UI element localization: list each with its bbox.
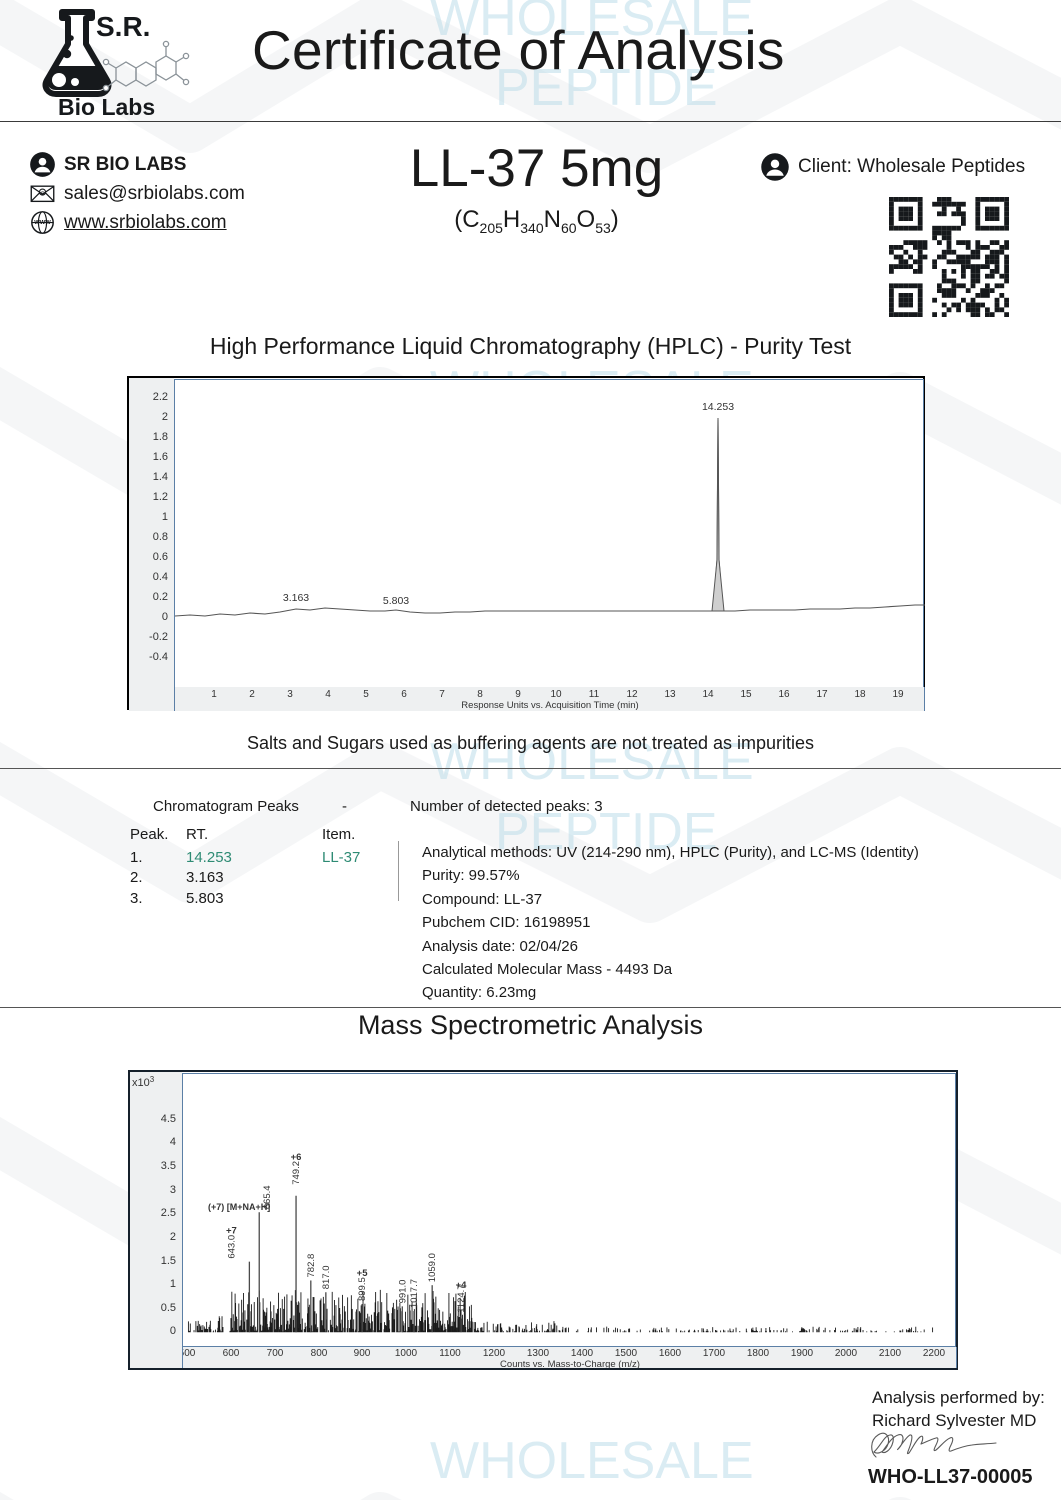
- svg-text:10: 10: [550, 689, 562, 700]
- svg-text:2: 2: [162, 411, 168, 423]
- svg-text:Response Units vs. Acquisition: Response Units vs. Acquisition Time (min…: [461, 700, 638, 710]
- svg-text:2.2: 2.2: [153, 391, 168, 403]
- svg-text:11: 11: [589, 689, 600, 700]
- svg-text:12: 12: [626, 689, 638, 700]
- svg-text:+6: +6: [291, 1152, 302, 1163]
- svg-text:1: 1: [211, 689, 217, 700]
- svg-text:817.0: 817.0: [321, 1265, 332, 1289]
- svg-text:+5: +5: [357, 1268, 369, 1279]
- svg-text:500: 500: [183, 1348, 196, 1359]
- svg-text:19: 19: [892, 689, 904, 700]
- svg-text:1059.0: 1059.0: [427, 1253, 438, 1282]
- svg-text:1: 1: [162, 511, 168, 523]
- svg-text:1: 1: [170, 1278, 176, 1290]
- svg-text:900: 900: [354, 1348, 371, 1359]
- svg-text:1800: 1800: [747, 1348, 770, 1359]
- svg-text:1600: 1600: [659, 1348, 682, 1359]
- svg-text:7: 7: [439, 689, 445, 700]
- svg-text:15: 15: [740, 689, 752, 700]
- svg-text:14: 14: [702, 689, 714, 700]
- svg-text:2100: 2100: [879, 1348, 902, 1359]
- svg-text:16: 16: [778, 689, 790, 700]
- svg-text:1300: 1300: [527, 1348, 550, 1359]
- svg-text:5: 5: [363, 689, 369, 700]
- svg-text:3.5: 3.5: [161, 1160, 176, 1172]
- svg-text:0: 0: [162, 611, 168, 623]
- svg-text:3.163: 3.163: [283, 592, 309, 604]
- svg-text:1200: 1200: [483, 1348, 506, 1359]
- svg-text:1.5: 1.5: [161, 1255, 176, 1267]
- svg-text:3: 3: [170, 1184, 176, 1196]
- svg-text:Counts vs. Mass-to-Charge (m/z: Counts vs. Mass-to-Charge (m/z): [500, 1359, 640, 1368]
- svg-text:17: 17: [816, 689, 828, 700]
- svg-text:2000: 2000: [835, 1348, 858, 1359]
- svg-text:782.8: 782.8: [306, 1254, 317, 1278]
- svg-text:S.R.: S.R.: [96, 11, 150, 42]
- svg-text:x103: x103: [132, 1075, 155, 1089]
- svg-text:4: 4: [170, 1136, 176, 1148]
- svg-text:18: 18: [854, 689, 866, 700]
- svg-text:2200: 2200: [923, 1348, 946, 1359]
- svg-text:-0.2: -0.2: [149, 631, 168, 643]
- svg-text:1700: 1700: [703, 1348, 726, 1359]
- svg-text:+4: +4: [456, 1280, 468, 1291]
- svg-text:1.8: 1.8: [153, 431, 168, 443]
- svg-text:-0.4: -0.4: [149, 651, 168, 663]
- svg-text:3: 3: [287, 689, 293, 700]
- svg-text:0.8: 0.8: [153, 531, 168, 543]
- svg-text:991.0: 991.0: [397, 1280, 408, 1304]
- svg-text:0.6: 0.6: [153, 551, 168, 563]
- svg-text:643.0: 643.0: [226, 1235, 237, 1259]
- svg-text:14.253: 14.253: [702, 401, 734, 413]
- svg-text:1100: 1100: [439, 1348, 461, 1359]
- svg-text:13: 13: [664, 689, 676, 700]
- svg-text:2.5: 2.5: [161, 1207, 176, 1219]
- svg-text:800: 800: [311, 1348, 328, 1359]
- svg-text:1.4: 1.4: [153, 471, 168, 483]
- svg-text:0.2: 0.2: [153, 591, 168, 603]
- svg-text:600: 600: [223, 1348, 240, 1359]
- svg-text:1017.7: 1017.7: [409, 1279, 420, 1308]
- svg-text:0: 0: [170, 1325, 176, 1337]
- svg-text:(+7) [M+NA+H]: (+7) [M+NA+H]: [208, 1202, 270, 1212]
- svg-text:1500: 1500: [615, 1348, 638, 1359]
- svg-text:9: 9: [515, 689, 521, 700]
- svg-text:700: 700: [267, 1348, 284, 1359]
- svg-text:5.803: 5.803: [383, 595, 409, 607]
- svg-text:+7: +7: [226, 1226, 237, 1237]
- svg-text:1000: 1000: [395, 1348, 418, 1359]
- svg-text:1.2: 1.2: [153, 491, 168, 503]
- svg-text:2: 2: [249, 689, 255, 700]
- svg-text:1900: 1900: [791, 1348, 814, 1359]
- svg-text:0.5: 0.5: [161, 1302, 176, 1314]
- svg-text:1.6: 1.6: [153, 451, 168, 463]
- svg-text:749.2: 749.2: [291, 1161, 302, 1185]
- svg-text:899.5: 899.5: [357, 1277, 368, 1301]
- svg-text:2: 2: [170, 1231, 176, 1243]
- svg-text:1400: 1400: [571, 1348, 594, 1359]
- svg-text:6: 6: [401, 689, 407, 700]
- svg-text:4: 4: [325, 689, 331, 700]
- svg-text:Bio Labs: Bio Labs: [58, 94, 155, 120]
- svg-text:8: 8: [477, 689, 483, 700]
- svg-text:0.4: 0.4: [153, 571, 168, 583]
- svg-text:4.5: 4.5: [161, 1113, 176, 1125]
